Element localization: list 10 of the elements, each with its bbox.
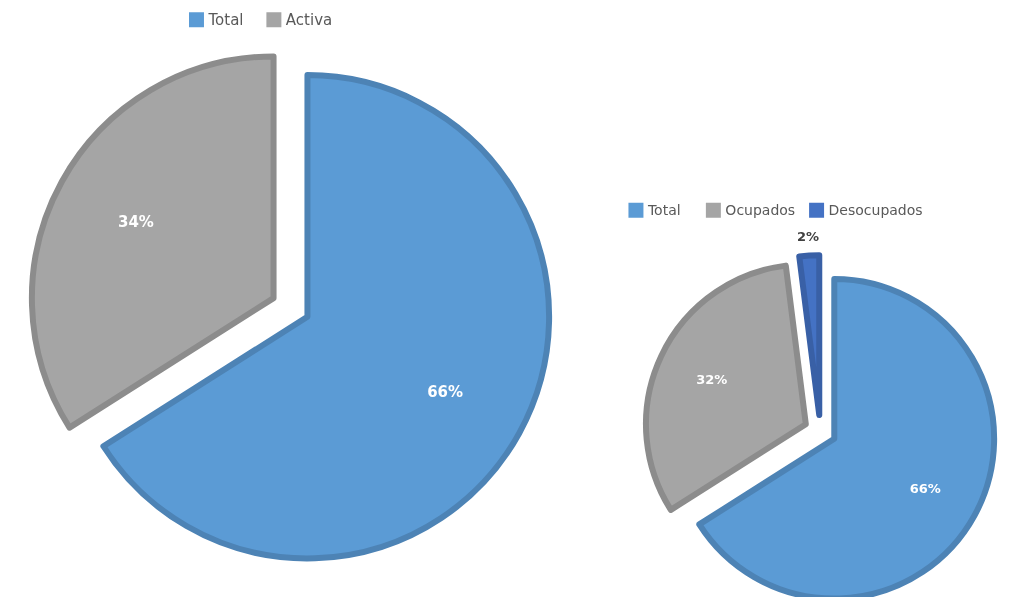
data-label: 66% xyxy=(909,481,941,497)
data-label: 34% xyxy=(117,213,154,232)
data-label: 66% xyxy=(427,383,464,402)
legend-label: Desocupados xyxy=(828,202,923,219)
data-label: 32% xyxy=(696,372,728,388)
legend-label: Total xyxy=(646,202,681,219)
legend-label: Ocupados xyxy=(725,202,796,219)
legend-label: Total xyxy=(207,10,244,29)
data-label: 2% xyxy=(797,228,820,244)
legend-label: Activa xyxy=(285,10,333,29)
